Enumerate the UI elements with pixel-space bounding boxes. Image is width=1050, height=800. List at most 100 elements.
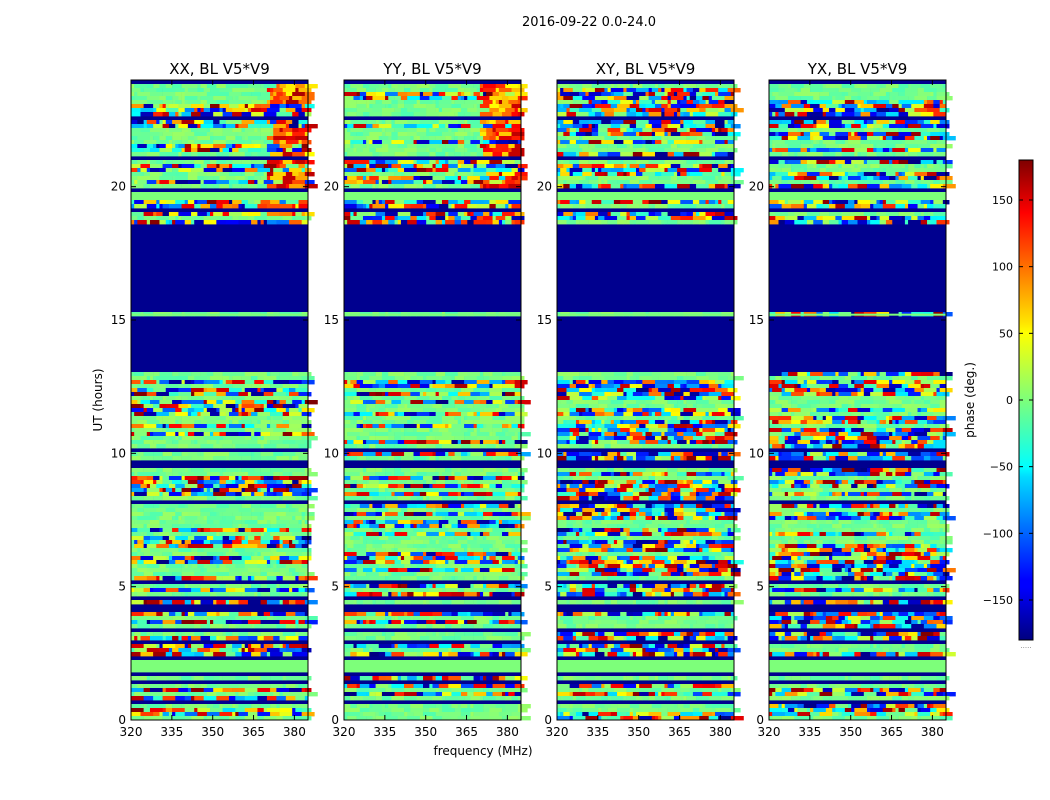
heatmap-cell	[470, 88, 478, 93]
heatmap-cell	[276, 444, 290, 449]
heatmap-cell	[385, 636, 392, 641]
heatmap-cell	[435, 412, 446, 417]
heatmap-cell	[203, 416, 217, 421]
heatmap-cell	[362, 648, 370, 653]
heatmap-cell	[165, 440, 173, 445]
heatmap-cell	[511, 420, 525, 425]
heatmap-cell	[413, 616, 427, 621]
heatmap-cell	[410, 496, 417, 501]
flat-band-row	[131, 192, 308, 197]
heatmap-cell	[448, 616, 459, 621]
heatmap-cell	[244, 428, 255, 433]
heatmap-cell	[200, 100, 208, 105]
heatmap-cell	[470, 708, 484, 713]
heatmap-cell	[460, 636, 474, 641]
heatmap-cell	[282, 544, 290, 549]
heatmap-row	[131, 576, 318, 581]
heatmap-cell	[206, 520, 214, 525]
heatmap-cell	[137, 144, 148, 149]
heatmap-cell	[175, 644, 186, 649]
heatmap-cell	[457, 120, 465, 125]
heatmap-cell	[260, 632, 271, 637]
heatmap-cell	[460, 520, 471, 525]
heatmap-cell	[301, 592, 309, 597]
heatmap-cell	[225, 380, 233, 385]
heatmap-cell	[251, 112, 265, 117]
heatmap-cell	[636, 88, 649, 93]
heatmap-cell	[254, 480, 258, 485]
heatmap-cell	[445, 620, 459, 625]
heatmap-cell	[432, 88, 446, 93]
heatmap-cell	[200, 544, 214, 549]
heatmap-cell	[282, 452, 296, 457]
heatmap-cell	[228, 452, 239, 457]
heatmap-cell	[464, 504, 474, 509]
heatmap-cell	[285, 552, 293, 557]
heatmap-cell	[282, 404, 296, 409]
heatmap-cell	[432, 620, 436, 625]
heatmap-cell	[441, 524, 446, 529]
heatmap-cell	[131, 636, 135, 641]
heatmap-cell	[369, 432, 376, 437]
heatmap-cell	[429, 396, 440, 401]
heatmap-cell	[194, 216, 204, 221]
heatmap-row	[131, 528, 312, 533]
heatmap-cell	[394, 128, 408, 133]
heatmap-cell	[298, 120, 309, 125]
heatmap-cell	[441, 108, 452, 113]
heatmap-cell	[172, 524, 186, 529]
heatmap-cell	[131, 132, 141, 137]
heatmap-cell	[356, 508, 367, 513]
heatmap-cell	[219, 584, 227, 589]
heatmap-cell	[159, 128, 167, 133]
heatmap-cell	[473, 616, 487, 621]
heatmap-cell	[178, 108, 186, 113]
heatmap-cell	[168, 104, 179, 109]
heatmap-cell	[200, 512, 211, 517]
heatmap-cell	[369, 132, 383, 137]
heatmap-cell	[168, 412, 176, 417]
heatmap-cell	[149, 432, 154, 437]
heatmap-cell	[232, 480, 236, 485]
heatmap-cell	[238, 636, 249, 641]
heatmap-cell	[143, 440, 154, 445]
heatmap-cell	[172, 140, 176, 145]
heatmap-row	[131, 144, 309, 149]
heatmap-cell	[350, 420, 354, 425]
heatmap-cell	[187, 200, 195, 205]
heatmap-cell	[445, 88, 459, 93]
heatmap-cell	[416, 620, 427, 625]
heatmap-cell	[464, 128, 471, 133]
heatmap-cell	[378, 412, 389, 417]
heatmap-cell	[165, 428, 176, 433]
heatmap-cell	[162, 480, 173, 485]
heatmap-cell	[143, 212, 154, 217]
heatmap-row	[131, 176, 309, 181]
heatmap-cell	[232, 384, 236, 389]
heatmap-cell	[191, 496, 195, 501]
heatmap-cell	[457, 576, 465, 581]
heatmap-row	[344, 396, 525, 401]
heatmap-cell	[238, 692, 249, 697]
heatmap-cell	[438, 488, 452, 493]
heatmap-cell	[362, 380, 376, 385]
heatmap-cell	[404, 488, 414, 493]
heatmap-cell	[247, 392, 252, 397]
heatmap-cell	[404, 492, 414, 497]
heatmap-cell	[473, 172, 487, 177]
heatmap-cell	[416, 412, 430, 417]
heatmap-cell	[404, 708, 411, 713]
heatmap-cell	[441, 200, 449, 205]
heatmap-cell	[511, 124, 522, 129]
heatmap-row	[131, 620, 318, 625]
heatmap-cell	[391, 120, 395, 125]
heatmap-cell	[301, 544, 309, 549]
heatmap-cell	[304, 212, 315, 217]
heatmap-cell	[489, 488, 493, 493]
heatmap-cell	[131, 140, 135, 145]
heatmap-cell	[404, 452, 414, 457]
heatmap-cell	[187, 584, 201, 589]
heatmap-cell	[260, 420, 271, 425]
x-tick-label: 380	[283, 725, 306, 739]
heatmap-cell	[381, 168, 386, 173]
